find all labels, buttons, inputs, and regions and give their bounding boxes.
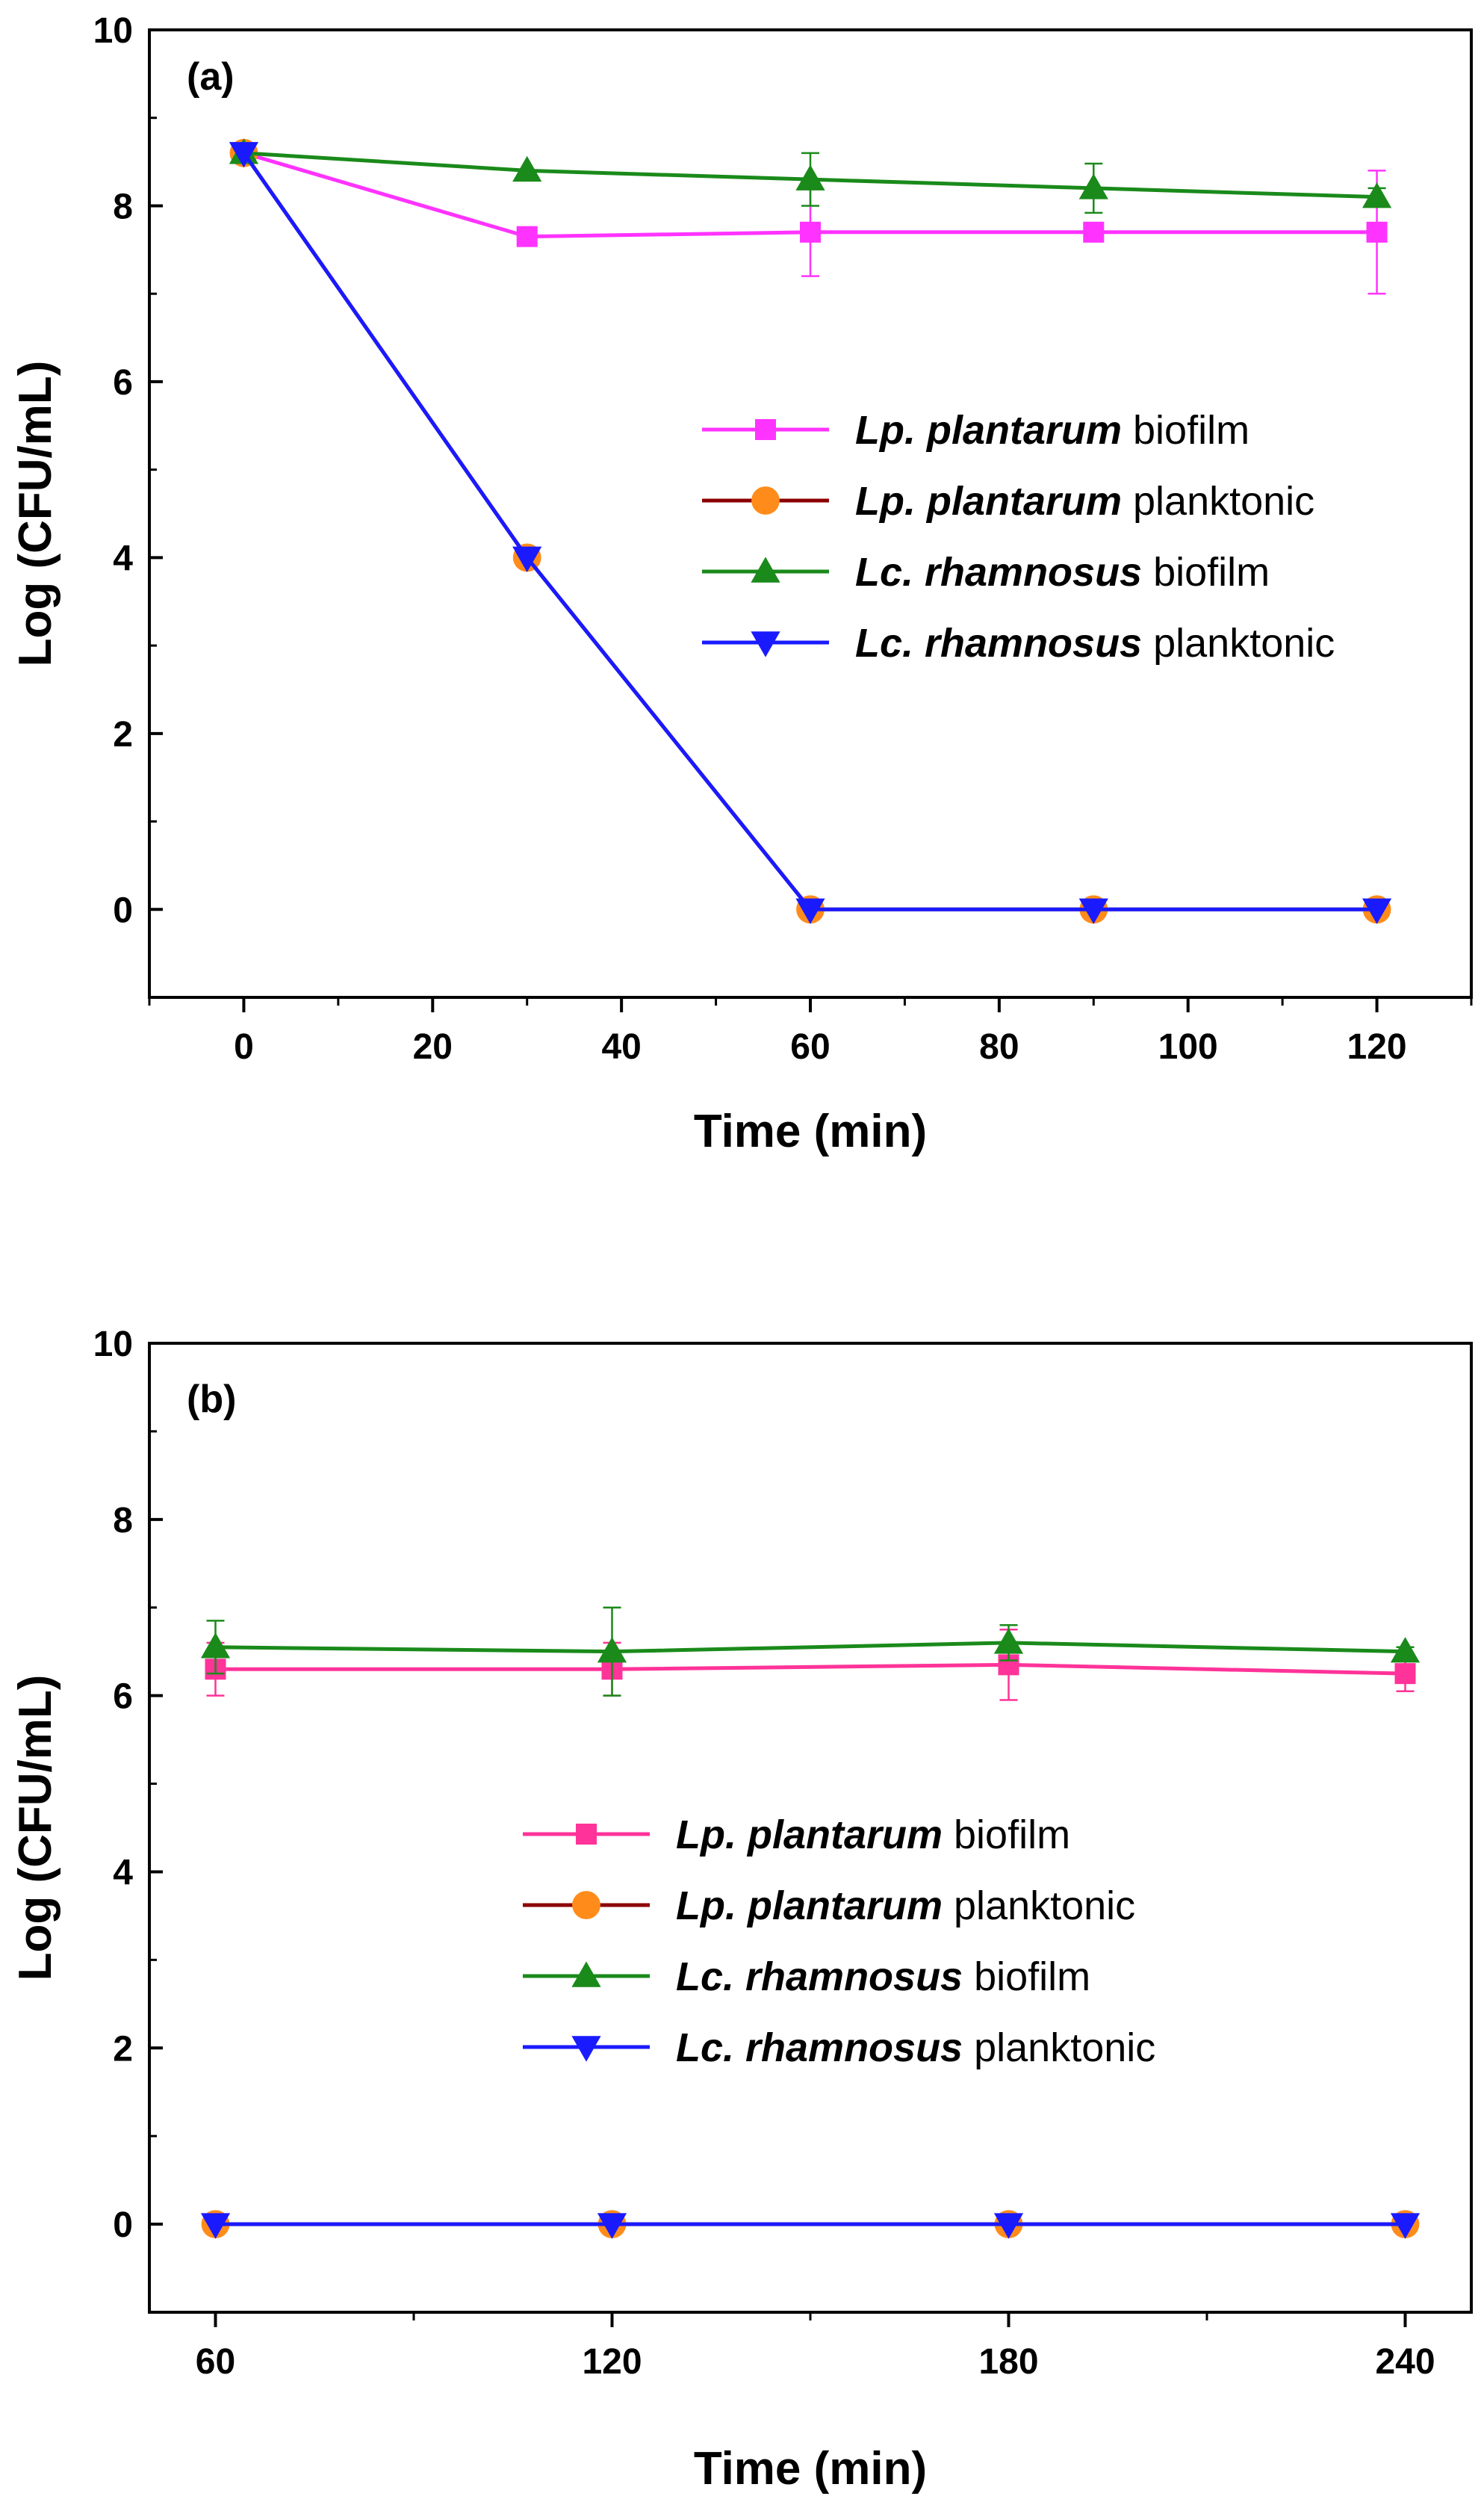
series-lc_planktonic xyxy=(200,2213,1421,2239)
y-tick-label: 0 xyxy=(113,2205,133,2245)
legend-label: Lp. plantarum planktonic xyxy=(855,479,1314,524)
legend-marker xyxy=(751,486,780,515)
legend-marker xyxy=(571,1961,601,1987)
data-point xyxy=(800,221,821,243)
data-point xyxy=(597,2213,627,2239)
legend-marker xyxy=(571,2036,601,2062)
x-tick-label: 0 xyxy=(234,1027,254,1067)
data-point xyxy=(1366,221,1388,243)
data-point xyxy=(993,2213,1024,2239)
x-tick-label: 60 xyxy=(196,2342,235,2382)
x-tick-label: 20 xyxy=(413,1027,453,1067)
y-tick-label: 0 xyxy=(113,891,133,930)
data-point xyxy=(1394,1663,1416,1685)
x-tick-label: 80 xyxy=(979,1027,1019,1067)
panel-label: (a) xyxy=(187,55,235,99)
panel-label: (b) xyxy=(187,1378,236,1421)
data-point xyxy=(200,1632,231,1659)
series-lc_biofilm xyxy=(200,1606,1421,1697)
legend-label: Lp. plantarum planktonic xyxy=(676,1883,1135,1928)
y-tick-label: 8 xyxy=(113,187,133,226)
legend-marker xyxy=(755,419,776,440)
legend-label: Lp. plantarum biofilm xyxy=(676,1812,1070,1857)
panel-b: 0 2 4 6 8 10 60 120 180 240 Time (min) Log (CFU/mL)… xyxy=(10,1325,1473,2495)
x-tick-label: 60 xyxy=(790,1027,830,1067)
x-tick-label: 120 xyxy=(582,2342,642,2382)
series-lc_biofilm xyxy=(229,138,1392,214)
series-line xyxy=(215,1641,1406,1654)
y-tick-label: 2 xyxy=(113,2029,133,2069)
x-tick-label: 120 xyxy=(1347,1027,1407,1067)
legend-marker xyxy=(572,1891,600,1919)
legend: Lp. plantarum biofilm Lp. plantarum plank… xyxy=(523,1812,1155,2070)
data-point xyxy=(1078,898,1108,924)
data-point xyxy=(1362,182,1392,208)
legend-marker xyxy=(751,557,780,583)
y-axis-title: Log (CFU/mL) xyxy=(10,1675,61,1981)
y-tick-label: 2 xyxy=(113,715,133,755)
x-tick-label: 100 xyxy=(1158,1027,1218,1067)
x-axis-title: Time (min) xyxy=(694,1106,927,1157)
x-tick-label: 180 xyxy=(978,2342,1038,2382)
data-point xyxy=(200,2213,231,2239)
legend-label: Lp. plantarum biofilm xyxy=(855,408,1249,453)
data-point xyxy=(597,1637,627,1663)
y-tick-label: 10 xyxy=(93,1325,133,1364)
legend-label: Lc. rhamnosus planktonic xyxy=(855,621,1335,666)
x-axis-title: Time (min) xyxy=(694,2443,927,2495)
series-lc_planktonic xyxy=(229,142,1392,924)
y-tick-label: 6 xyxy=(113,363,133,403)
data-point xyxy=(1390,1637,1421,1663)
data-point xyxy=(1362,898,1392,924)
data-point xyxy=(1390,2213,1421,2239)
series-lp_biofilm xyxy=(205,1628,1416,1701)
data-point xyxy=(516,226,538,247)
data-point xyxy=(1083,221,1105,243)
data-point xyxy=(993,1628,1024,1654)
data-point xyxy=(795,898,825,924)
y-tick-label: 4 xyxy=(113,539,133,578)
series-line xyxy=(215,1662,1406,1676)
x-tick-label: 40 xyxy=(601,1027,641,1067)
data-point xyxy=(512,546,542,572)
legend-marker xyxy=(576,1824,597,1845)
data-point xyxy=(1078,173,1108,199)
y-tick-label: 8 xyxy=(113,1501,133,1540)
data-point xyxy=(795,164,825,191)
legend-label: Lc. rhamnosus biofilm xyxy=(855,550,1270,595)
legend: Lp. plantarum biofilm Lp. plantarum plank… xyxy=(702,408,1335,666)
y-axis-title: Log (CFU/mL) xyxy=(10,361,61,667)
y-tick-label: 6 xyxy=(113,1677,133,1717)
x-tick-label: 240 xyxy=(1375,2342,1435,2382)
legend-label: Lc. rhamnosus planktonic xyxy=(676,2025,1155,2070)
y-tick-label: 4 xyxy=(113,1853,133,1892)
y-tick-label: 10 xyxy=(93,11,133,51)
legend-marker xyxy=(751,631,780,657)
data-point xyxy=(229,142,259,168)
legend-label: Lc. rhamnosus biofilm xyxy=(676,1954,1090,1999)
data-point xyxy=(512,155,542,182)
